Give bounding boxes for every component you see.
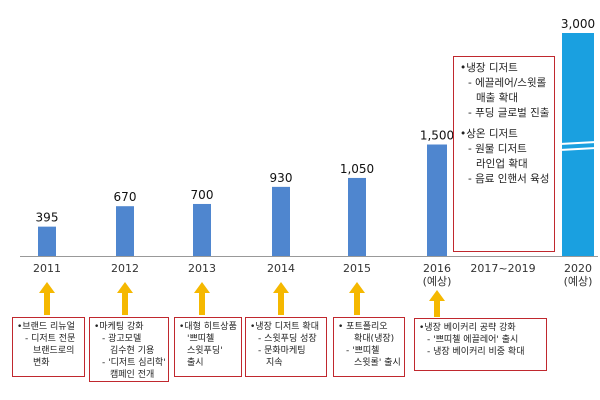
note-line: - 푸딩 글로벌 진출: [468, 107, 550, 119]
note-line: - '디저트 심리학': [102, 358, 166, 368]
note-line: 브랜드로의: [33, 346, 75, 356]
note-line: - 스윗푸딩 성장: [258, 334, 317, 344]
note-line: - 원물 디저트: [468, 143, 527, 155]
note-line: - '쁘띠첼 에끌레어' 출시: [427, 335, 519, 345]
note-2012: •마케팅 강화 - 광고모델 김수현 기용 - '디저트 심리학' 캠페인 전개: [89, 317, 169, 382]
tick-label: (예상): [564, 275, 593, 288]
note-line: •냉장 디저트 확대: [250, 322, 319, 332]
note-line: 변화: [33, 358, 50, 368]
note-line: •브랜드 리뉴얼: [17, 322, 75, 332]
note-line: • 포트폴리오: [338, 322, 388, 332]
data-label: 395: [36, 211, 59, 225]
note-2011: •브랜드 리뉴얼 - 디저트 전문 브랜드로의 변화: [12, 317, 85, 377]
note-line: - 문화마케팅: [258, 346, 306, 356]
axis-break-mark: [559, 141, 597, 145]
note-line: 확대(냉장): [354, 334, 395, 344]
bar-2015: [348, 177, 366, 256]
data-label: 3,000: [561, 17, 595, 31]
note-line: •냉장 디저트: [460, 62, 518, 74]
up-arrow-icon: [117, 282, 133, 315]
note-line: - 디저트 전문: [25, 334, 76, 344]
note-line: 지속: [266, 358, 283, 368]
tick-label: 2017~2019: [470, 262, 535, 275]
up-arrow-icon: [273, 282, 289, 315]
tick-label: 2012: [111, 262, 139, 275]
note-2017-2019: •냉장 디저트 - 에끌레어/스윗롤 매출 확대 - 푸딩 글로벌 진출 •상온…: [453, 56, 555, 252]
tick-label: 2016: [423, 262, 451, 275]
tick-label: 2011: [33, 262, 61, 275]
note-line: '쁘띠첼: [187, 334, 215, 344]
note-2014: •냉장 디저트 확대 - 스윗푸딩 성장 - 문화마케팅 지속: [245, 317, 327, 377]
note-line: - 냉장 베이커리 비중 확대: [427, 347, 525, 357]
note-line: 김수현 기용: [110, 346, 155, 356]
note-line: •냉장 베이커리 공략 강화: [419, 323, 516, 333]
up-arrow-icon: [429, 290, 445, 317]
note-2013: •대형 히트상품 '쁘띠첼 스윗푸딩' 출시: [174, 317, 242, 377]
note-line: 라인업 확대: [476, 158, 528, 170]
bar-2016: [427, 144, 447, 256]
axis-break-mark: [559, 147, 597, 151]
up-arrow-icon: [194, 282, 210, 315]
note-line: •대형 히트상품: [179, 322, 237, 332]
tick-label: (예상): [423, 275, 452, 288]
tick-label: 2020: [564, 262, 592, 275]
note-2016: •냉장 베이커리 공략 강화 - '쁘띠첼 에끌레어' 출시 - 냉장 베이커리…: [414, 318, 547, 371]
note-line: 스윗롤' 출시: [354, 358, 401, 368]
data-label: 670: [114, 190, 137, 204]
bar-2013: [193, 203, 211, 256]
data-label: 930: [270, 171, 293, 185]
up-arrow-icon: [39, 282, 55, 315]
tick-label: 2015: [343, 262, 371, 275]
note-line: - 음료 인핸서 육성: [468, 173, 550, 185]
note-line: 캠페인 전개: [110, 370, 155, 380]
bar-2014: [272, 186, 290, 256]
note-line: - 에끌레어/스윗롤: [468, 77, 547, 89]
up-arrow-icon: [349, 282, 365, 315]
note-line: 출시: [187, 358, 204, 368]
note-line: - 광고모델: [102, 334, 142, 344]
data-label: 700: [191, 188, 214, 202]
note-line: •마케팅 강화: [94, 322, 144, 332]
note-line: 스윗푸딩': [187, 346, 223, 356]
note-line: - '쁘띠첼: [346, 346, 380, 356]
bar-2012: [116, 206, 134, 256]
tick-label: 2013: [188, 262, 216, 275]
data-label: 1,500: [420, 129, 454, 143]
note-line: •상온 디저트: [460, 128, 518, 140]
note-line: 매출 확대: [476, 92, 518, 104]
data-label: 1,050: [340, 162, 374, 176]
bar-2011: [38, 226, 56, 256]
tick-label: 2014: [267, 262, 295, 275]
note-2015: • 포트폴리오 확대(냉장) - '쁘띠첼 스윗롤' 출시: [333, 317, 405, 377]
